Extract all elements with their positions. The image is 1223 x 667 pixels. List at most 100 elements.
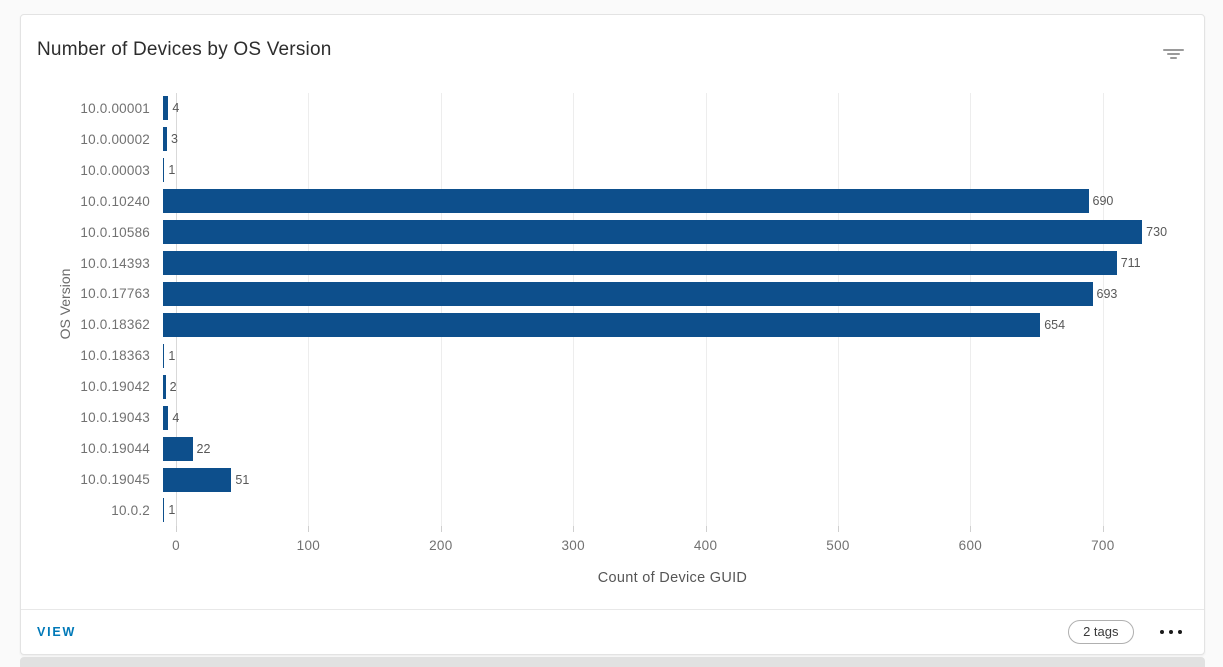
value-label: 730 [1146, 225, 1168, 240]
card-footer: VIEW 2 tags [21, 609, 1204, 654]
x-axis-tick-labels: 0 100 200 300 400 500 600 700 [172, 538, 1169, 554]
bar[interactable] [163, 498, 165, 523]
gridline [1102, 93, 1104, 526]
gridline [176, 93, 177, 526]
gridline [838, 93, 839, 526]
bar[interactable] [163, 436, 193, 461]
gridline [705, 93, 707, 526]
value-label: 51 [235, 472, 250, 487]
category-label: 10.0.00001 [80, 100, 150, 116]
chart-row: 10.0.2 1 [21, 495, 1204, 526]
x-tick-label: 700 [1091, 538, 1115, 553]
chart-row: 10.0.10586 730 [21, 217, 1204, 248]
bar[interactable] [163, 189, 1089, 214]
row-plot: 693 [163, 279, 1169, 310]
category-label: 10.0.18363 [80, 348, 150, 364]
chart-row: 10.0.00001 4 [21, 93, 1204, 124]
gridline [440, 93, 442, 526]
category-label: 10.0.00002 [80, 131, 150, 147]
value-label: 2 [169, 379, 177, 394]
row-plot: 1 [163, 495, 1169, 526]
tick-mark [705, 526, 707, 532]
row-plot: 3 [163, 124, 1169, 155]
view-link[interactable]: VIEW [37, 625, 77, 639]
tick-mark [308, 526, 310, 532]
bar[interactable] [163, 312, 1041, 337]
tick-mark [176, 526, 177, 532]
gridline [970, 93, 972, 526]
bar[interactable] [163, 96, 169, 121]
value-label: 1 [168, 348, 176, 363]
gridline [308, 93, 310, 526]
value-label: 693 [1096, 286, 1118, 301]
bar-chart: OS Version 10.0.00001 4 10.0.00002 3 10.0.00… [21, 79, 1204, 586]
row-plot: 730 [163, 217, 1169, 248]
tick-mark [1102, 526, 1104, 532]
row-plot: 1 [163, 340, 1169, 371]
x-tick-label: 400 [693, 538, 718, 553]
bar[interactable] [163, 343, 165, 368]
category-label: 10.0.00003 [80, 162, 150, 178]
tags-button[interactable]: 2 tags [1068, 620, 1134, 644]
category-label: 10.0.14393 [80, 255, 150, 271]
chart-row: 10.0.19045 51 [21, 464, 1204, 495]
value-label: 654 [1044, 317, 1066, 332]
chart-row: 10.0.00003 1 [21, 155, 1204, 186]
x-tick-label: 100 [296, 538, 321, 553]
bar[interactable] [163, 374, 166, 399]
chart-title: Number of Devices by OS Version [37, 39, 332, 60]
category-label: 10.0.19045 [80, 472, 150, 488]
chart-card: Number of Devices by OS Version OS Versi… [20, 14, 1205, 655]
value-label: 3 [171, 132, 178, 147]
category-label: 10.0.19043 [80, 410, 150, 426]
row-plot: 22 [163, 433, 1169, 464]
ellipsis-icon[interactable] [1158, 626, 1185, 639]
chart-row: 10.0.19042 2 [21, 371, 1204, 402]
value-label: 1 [168, 503, 176, 518]
bar[interactable] [163, 405, 169, 430]
bar[interactable] [163, 467, 232, 492]
filter-icon-line [1169, 57, 1177, 59]
chart-row: 10.0.18363 1 [21, 340, 1204, 371]
tick-mark [573, 526, 575, 532]
chart-row: 10.0.10240 690 [21, 186, 1204, 217]
row-plot: 711 [163, 248, 1169, 279]
value-label: 22 [196, 441, 211, 456]
row-plot: 654 [163, 309, 1169, 340]
category-label: 10.0.10586 [80, 224, 150, 240]
row-plot: 4 [163, 93, 1169, 124]
x-tick-label: 500 [826, 538, 850, 553]
category-label: 10.0.17763 [80, 286, 150, 302]
row-plot: 4 [163, 402, 1169, 433]
x-axis-title: Count of Device GUID [597, 570, 748, 586]
plot-rows: 10.0.00001 4 10.0.00002 3 10.0.00003 1 10.0.10… [21, 93, 1204, 526]
bar[interactable] [163, 251, 1117, 276]
value-label: 4 [172, 410, 180, 425]
x-tick-label: 600 [958, 538, 983, 553]
value-label: 711 [1120, 256, 1141, 271]
x-tick-label: 300 [561, 538, 585, 553]
bar[interactable] [163, 281, 1093, 306]
bar[interactable] [163, 158, 165, 183]
category-label: 10.0.10240 [80, 193, 150, 209]
footer-actions: 2 tags [1068, 620, 1184, 644]
value-label: 690 [1092, 194, 1114, 209]
value-label: 4 [172, 101, 180, 116]
row-plot: 51 [163, 464, 1169, 495]
chart-row: 10.0.00002 3 [21, 124, 1204, 155]
chart-row: 10.0.19043 4 [21, 402, 1204, 433]
tick-mark [970, 526, 972, 532]
gridline [573, 93, 575, 526]
x-tick-label: 0 [172, 538, 180, 553]
category-label: 10.0.2 [111, 502, 150, 518]
filter-icon[interactable] [1160, 43, 1186, 65]
chart-row: 10.0.18362 654 [21, 309, 1204, 340]
category-label: 10.0.18362 [80, 317, 150, 333]
bar[interactable] [163, 220, 1143, 245]
bar[interactable] [163, 127, 168, 152]
chart-row: 10.0.17763 693 [21, 279, 1204, 310]
chart-row: 10.0.14393 711 [21, 248, 1204, 279]
x-tick-label: 200 [429, 538, 453, 553]
row-plot: 1 [163, 155, 1169, 186]
tick-mark [440, 526, 442, 532]
